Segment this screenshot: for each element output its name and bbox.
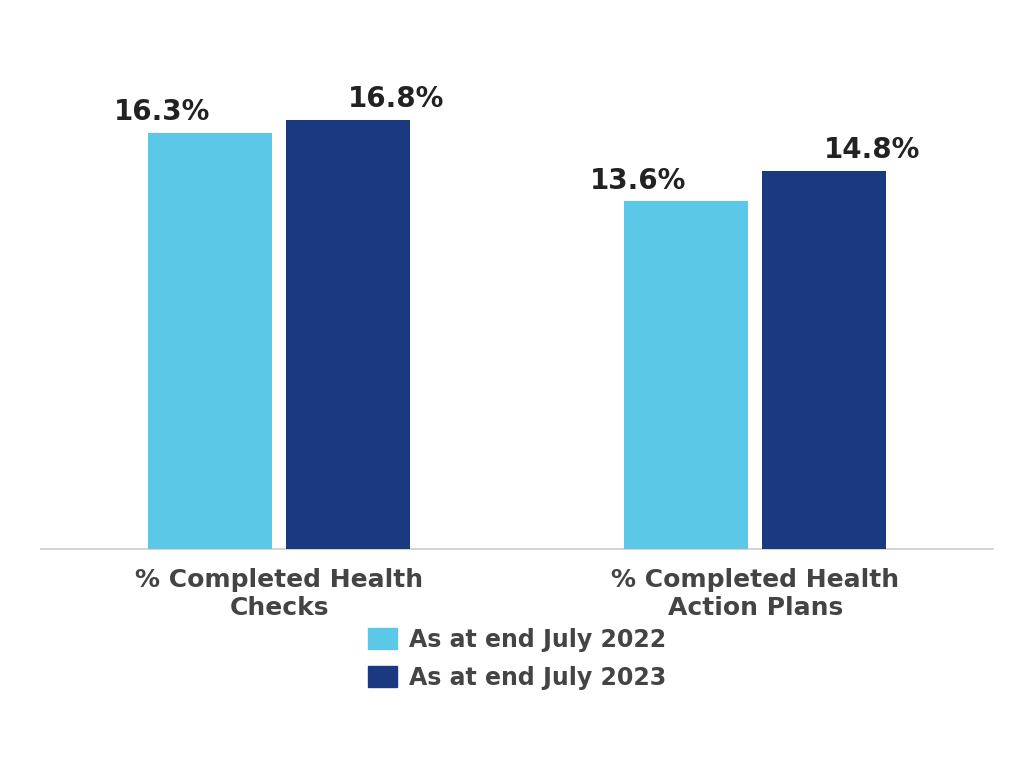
Text: 14.8%: 14.8% <box>824 136 921 165</box>
Bar <box>625 201 749 549</box>
Text: 16.3%: 16.3% <box>114 98 210 126</box>
Bar <box>762 171 886 549</box>
Bar <box>286 120 410 549</box>
Text: 13.6%: 13.6% <box>590 167 686 195</box>
Bar <box>148 133 272 549</box>
Text: 16.8%: 16.8% <box>348 85 444 114</box>
Legend: As at end July 2022, As at end July 2023: As at end July 2022, As at end July 2023 <box>369 628 666 690</box>
